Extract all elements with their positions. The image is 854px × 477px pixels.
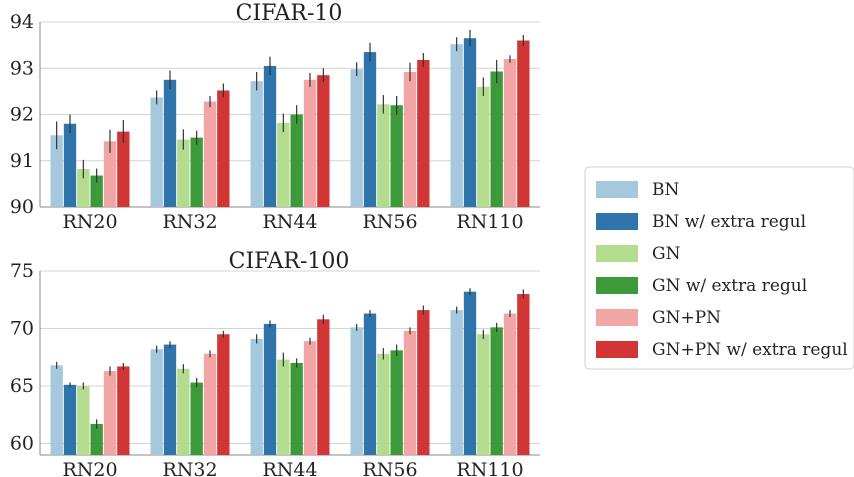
bar xyxy=(403,330,417,455)
bar xyxy=(117,366,130,455)
bar xyxy=(50,365,63,455)
legend-frame xyxy=(584,166,854,370)
bar xyxy=(77,386,90,455)
bar xyxy=(250,81,263,207)
bar xyxy=(417,310,430,455)
bar xyxy=(317,319,330,455)
x-tick-label: RN110 xyxy=(456,211,523,233)
bar xyxy=(217,90,230,207)
bar xyxy=(190,382,203,455)
legend: BN BN w/ extra regul GN GN w/ extra regul GN… xyxy=(584,166,854,370)
x-tick-label: RN56 xyxy=(362,459,417,477)
bar xyxy=(363,52,377,207)
y-tick-label: 70 xyxy=(10,318,34,340)
bar xyxy=(277,122,290,207)
bar xyxy=(150,349,163,455)
bar xyxy=(403,71,417,207)
bar xyxy=(250,338,263,455)
bar xyxy=(163,79,177,207)
x-tick-label: RN32 xyxy=(162,459,217,477)
bar xyxy=(77,169,90,207)
bar xyxy=(477,334,490,455)
y-tick-label: 94 xyxy=(10,11,34,33)
bar xyxy=(463,38,477,207)
bar xyxy=(517,294,530,455)
bar xyxy=(190,137,203,207)
bar xyxy=(150,97,163,207)
legend-label: GN xyxy=(652,244,681,264)
y-tick-label: 91 xyxy=(10,150,34,172)
y-tick-label: 92 xyxy=(10,104,34,126)
bar xyxy=(103,371,117,455)
legend-label: GN+PN xyxy=(652,308,721,328)
bar xyxy=(303,341,317,455)
bar xyxy=(117,131,130,207)
bar xyxy=(203,101,217,207)
legend-swatch xyxy=(596,309,638,326)
legend-label: GN+PN w/ extra regul xyxy=(652,340,848,360)
y-tick-label: 90 xyxy=(10,196,34,218)
bar xyxy=(503,313,517,455)
bar xyxy=(463,291,477,455)
x-tick-label: RN32 xyxy=(162,211,217,233)
legend-label: BN w/ extra regul xyxy=(652,212,806,232)
bar xyxy=(277,359,290,455)
legend-swatch xyxy=(596,181,638,198)
legend-swatch xyxy=(596,213,638,230)
bar xyxy=(90,423,103,455)
legend-label: GN w/ extra regul xyxy=(652,276,807,296)
legend-swatch xyxy=(596,341,638,358)
bar xyxy=(450,310,463,455)
bar xyxy=(517,40,530,207)
bar xyxy=(377,353,390,455)
x-tick-label: RN44 xyxy=(262,211,317,233)
y-tick-label: 65 xyxy=(10,375,34,397)
x-tick-label: RN20 xyxy=(62,459,117,477)
chart-cifar100: CIFAR-100 60 65 70 75 RN20 RN32 RN44 RN56 RN110 xyxy=(10,249,540,477)
bar xyxy=(350,69,363,207)
x-tick-label: RN110 xyxy=(456,459,523,477)
bar xyxy=(390,350,403,455)
bar xyxy=(177,368,190,455)
bar xyxy=(263,65,277,207)
bar xyxy=(350,327,363,455)
bar xyxy=(363,313,377,455)
bar xyxy=(90,175,103,207)
bar xyxy=(63,384,77,455)
y-tick-label: 93 xyxy=(10,57,34,79)
bar xyxy=(477,86,490,207)
bar xyxy=(377,104,390,207)
legend-swatch xyxy=(596,245,638,262)
bar xyxy=(290,363,303,455)
bar xyxy=(490,71,503,207)
chart-title: CIFAR-100 xyxy=(229,249,350,274)
y-tick-label: 75 xyxy=(10,260,34,282)
bar xyxy=(263,323,277,455)
bar xyxy=(50,135,63,207)
bar xyxy=(417,59,430,207)
bar xyxy=(450,44,463,208)
bar xyxy=(317,75,330,207)
bar xyxy=(390,105,403,207)
bar xyxy=(163,344,177,455)
bar xyxy=(503,59,517,207)
x-tick-label: RN56 xyxy=(362,211,417,233)
bar xyxy=(177,139,190,207)
bar xyxy=(303,79,317,207)
legend-swatch xyxy=(596,277,638,294)
bar xyxy=(103,141,117,207)
bar xyxy=(203,353,217,455)
x-tick-label: RN20 xyxy=(62,211,117,233)
y-tick-label: 60 xyxy=(10,433,34,455)
legend-label: BN xyxy=(652,180,679,200)
bar xyxy=(217,334,230,455)
bar xyxy=(490,327,503,455)
x-tick-label: RN44 xyxy=(262,459,317,477)
bar xyxy=(63,123,77,207)
bar xyxy=(290,114,303,207)
